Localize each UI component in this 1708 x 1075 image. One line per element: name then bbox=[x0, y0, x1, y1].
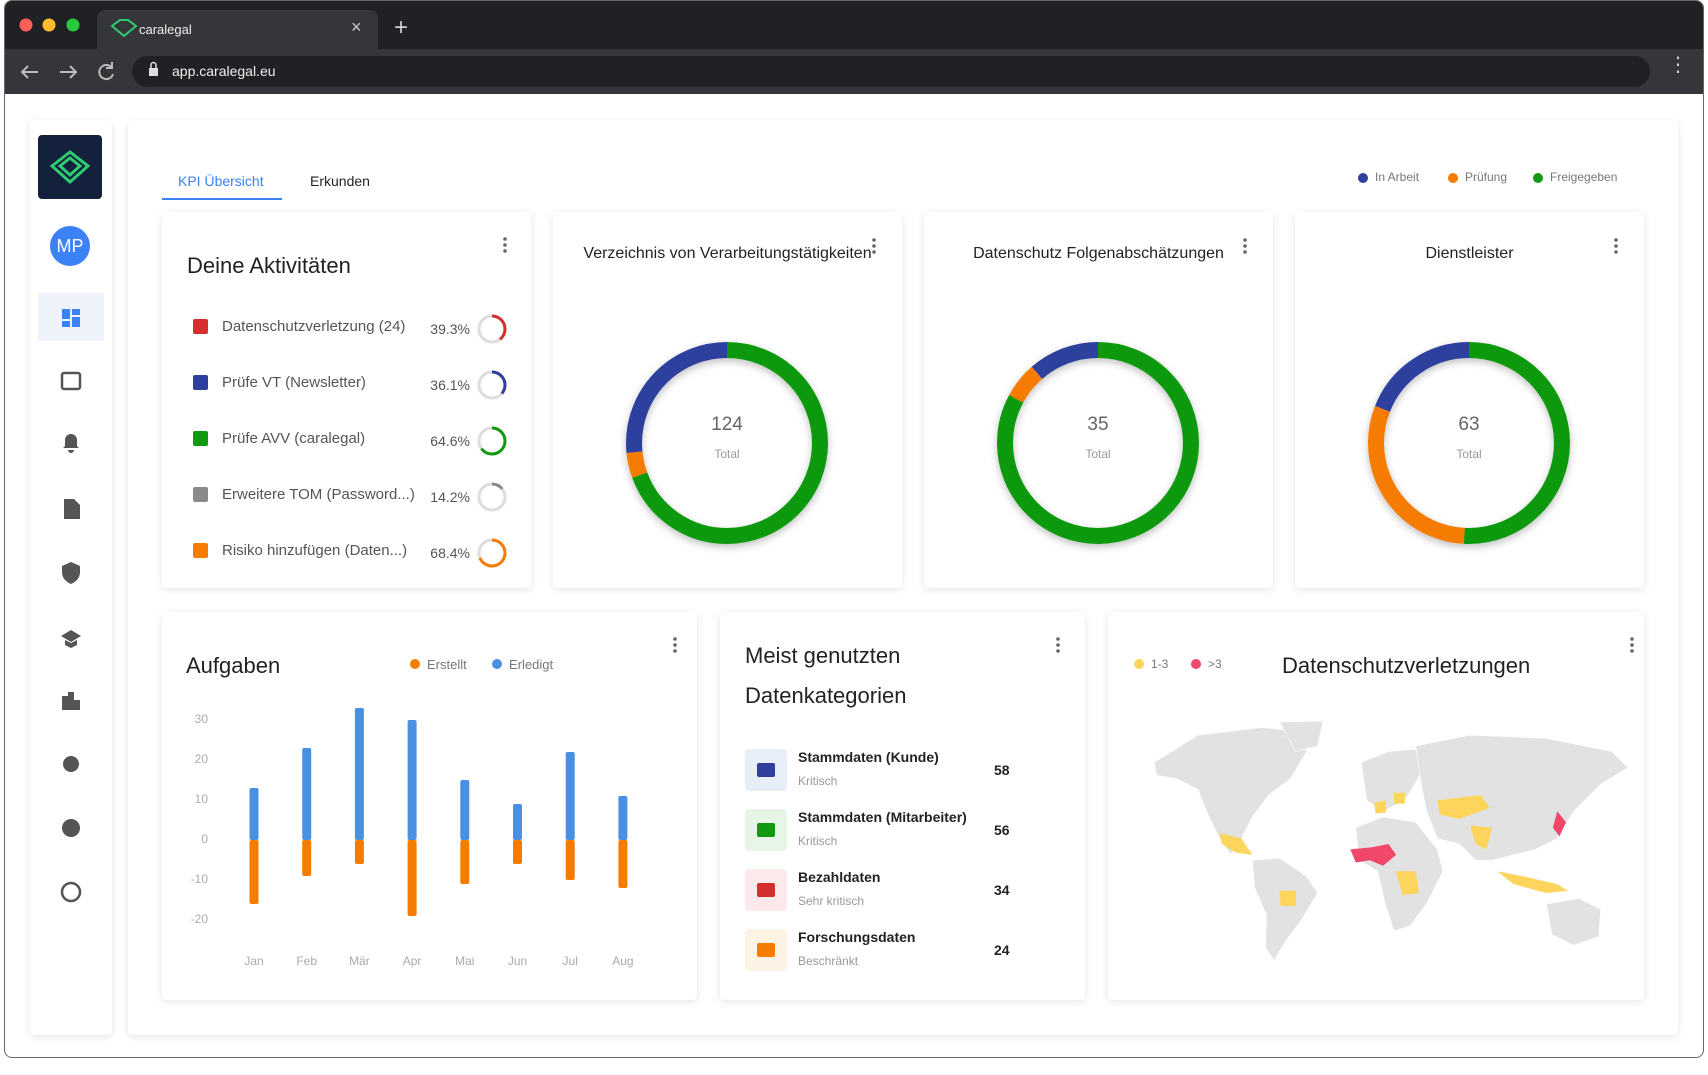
activity-label: Prüfe AVV (caralegal) bbox=[222, 430, 366, 447]
tab-kpi[interactable]: KPI Übersicht bbox=[178, 173, 264, 189]
activity-percent: 36.1% bbox=[430, 377, 470, 393]
active-nav[interactable] bbox=[38, 293, 104, 341]
activity-label: Prüfe VT (Newsletter) bbox=[222, 374, 366, 391]
url-field[interactable] bbox=[132, 56, 1650, 87]
activity-label: Risiko hinzufügen (Daten...) bbox=[222, 542, 408, 559]
tab-title: caralegal bbox=[139, 22, 192, 37]
avatar[interactable]: MP bbox=[50, 226, 90, 266]
category-label: Bezahldaten bbox=[798, 869, 881, 885]
tab-close[interactable]: × bbox=[351, 17, 362, 37]
activity-label: Erweitere TOM (Password...) bbox=[222, 486, 415, 503]
category-sub: Sehr kritisch bbox=[798, 894, 865, 908]
category-value: 56 bbox=[994, 822, 1010, 838]
tab-erkunden[interactable]: Erkunden bbox=[310, 173, 370, 189]
donut-title: Datenschutz Folgenabschätzungen bbox=[973, 245, 1224, 262]
donut-title: Verzeichnis von Verarbeitungstätigkeiten bbox=[583, 245, 872, 262]
activity-percent: 68.4% bbox=[430, 545, 470, 561]
activities-card bbox=[162, 212, 531, 588]
donut-title: Dienstleister bbox=[1425, 245, 1514, 262]
activities-title: Deine Aktivitäten bbox=[187, 253, 351, 278]
legend-label: Erstellt bbox=[427, 657, 467, 672]
category-label: Forschungsdaten bbox=[798, 929, 916, 945]
map-title: Datenschutzverletzungen bbox=[1282, 653, 1531, 678]
category-label: Stammdaten (Mitarbeiter) bbox=[798, 809, 967, 825]
tab-underline bbox=[162, 198, 282, 200]
categories-title: Meist genutzten Datenkategorien bbox=[745, 643, 907, 708]
url: app.caralegal.eu bbox=[172, 63, 276, 79]
category-sub: Kritisch bbox=[798, 834, 838, 848]
logo[interactable] bbox=[38, 135, 102, 199]
activity-label: Datenschutzverletzung (24) bbox=[222, 318, 406, 335]
new-tab[interactable]: + bbox=[394, 14, 409, 41]
activity-percent: 39.3% bbox=[430, 321, 470, 337]
category-sub: Kritisch bbox=[798, 774, 838, 788]
category-label: Stammdaten (Kunde) bbox=[798, 749, 939, 765]
category-value: 34 bbox=[994, 882, 1010, 898]
legend-label: Prüfung bbox=[1465, 170, 1508, 184]
category-sub: Beschränkt bbox=[798, 954, 859, 968]
tab[interactable] bbox=[97, 10, 378, 50]
legend-label: Freigegeben bbox=[1550, 170, 1618, 184]
legend-label: >3 bbox=[1208, 657, 1222, 671]
legend-label: Erledigt bbox=[509, 657, 554, 672]
tasks-title: Aufgaben bbox=[186, 653, 281, 678]
menu-dots[interactable]: ⋮ bbox=[1668, 54, 1688, 76]
legend-label: In Arbeit bbox=[1375, 170, 1420, 184]
activity-percent: 64.6% bbox=[430, 433, 470, 449]
category-value: 24 bbox=[994, 942, 1010, 958]
legend-label: 1-3 bbox=[1151, 657, 1169, 671]
category-value: 58 bbox=[994, 762, 1010, 778]
activity-percent: 14.2% bbox=[430, 489, 470, 505]
